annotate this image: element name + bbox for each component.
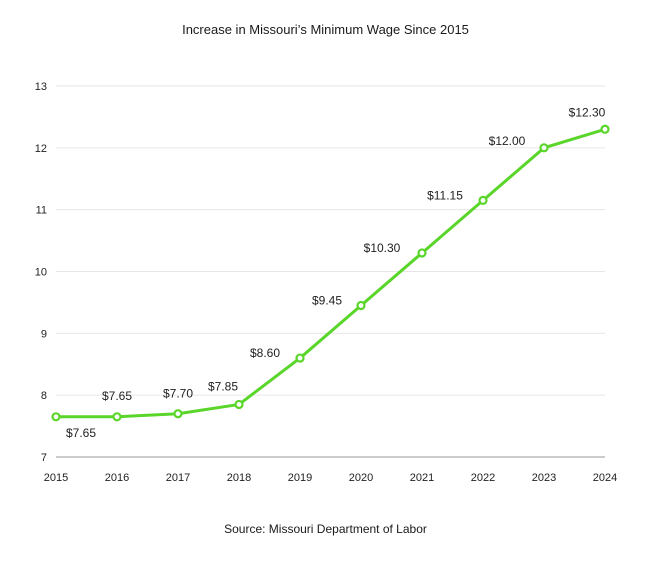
data-label: $7.70 [163,387,193,401]
x-tick-label: 2019 [288,472,312,484]
y-tick-label: 9 [41,328,47,340]
data-point [112,412,122,422]
data-label: $10.30 [364,241,401,255]
data-point [295,353,305,363]
data-label: $9.45 [312,294,342,308]
x-tick-label: 2018 [227,472,251,484]
y-tick-label: 8 [41,390,47,402]
data-point [539,143,549,153]
data-point [234,399,244,410]
x-tick-label: 2017 [166,472,190,484]
y-tick-label: 13 [35,81,47,93]
series-group [51,124,610,422]
y-tick-label: 7 [41,452,47,464]
y-tick-label: 12 [35,143,47,155]
x-tick-label: 2015 [44,472,68,484]
x-axis-ticks: 2015 2016 2017 2018 2019 2020 2021 2022 2023 2024 [44,472,617,484]
series-line [54,127,607,419]
x-tick-label: 2021 [410,472,434,484]
y-axis-ticks: 7 8 9 10 11 12 13 [35,81,47,464]
data-label: $11.15 [427,188,463,202]
data-point [173,409,183,419]
data-labels: $7.65 $7.65 $7.70 $7.85 $8.60 $9.45 $10.30 $11.… [66,105,606,440]
data-label: $12.30 [569,105,606,119]
data-label: $7.65 [66,426,96,440]
data-label: $12.00 [489,134,526,148]
data-label: $8.60 [250,346,280,360]
data-point [417,248,427,258]
data-point [478,195,488,205]
y-tick-label: 10 [35,267,47,279]
x-tick-label: 2024 [593,472,617,484]
x-tick-label: 2020 [349,472,373,484]
data-point [600,124,610,134]
data-point [356,300,366,311]
data-label: $7.65 [102,389,132,403]
x-tick-label: 2022 [471,472,495,484]
x-tick-label: 2016 [105,472,129,484]
chart-title: Increase in Missouri’s Minimum Wage Sinc… [182,22,469,37]
data-label: $7.85 [208,379,238,393]
chart-source: Source: Missouri Department of Labor [224,522,427,536]
y-tick-label: 11 [36,205,47,217]
data-point [51,412,61,422]
x-tick-label: 2023 [532,472,556,484]
